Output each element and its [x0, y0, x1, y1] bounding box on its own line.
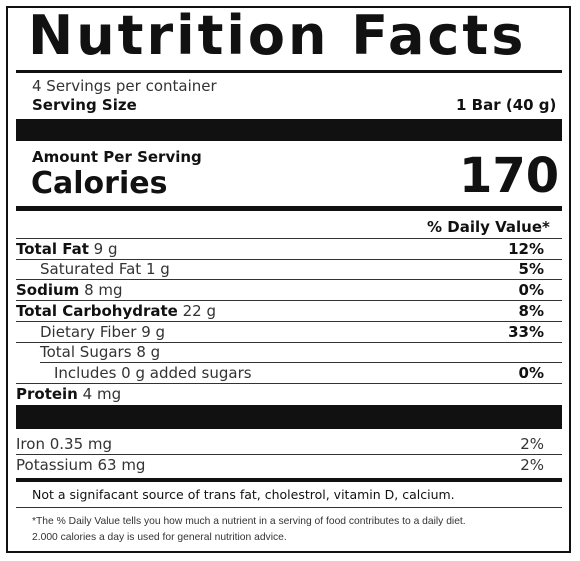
minerals-bottom-rule	[16, 478, 562, 482]
mineral-amount: 0.35 mg	[49, 435, 113, 453]
mineral-row-iron: Iron 0.35 mg 2%	[16, 435, 562, 455]
nutrient-row-saturated-fat: Saturated Fat 1 g 5%	[16, 260, 562, 280]
footnote-line-2: 2.000 calories a day is used for general…	[32, 532, 287, 543]
dv-header-rule	[16, 238, 562, 239]
mineral-amount: 63 mg	[97, 456, 146, 474]
nutrient-name: Sodium	[16, 281, 80, 299]
nutrient-row-protein: Protein 4 mg	[16, 385, 562, 405]
label-title: Nutrition Facts	[28, 4, 527, 67]
thick-bar-servings	[16, 119, 562, 141]
nutrition-label-border	[6, 6, 571, 553]
nutrient-name: Includes 0 g added sugars	[54, 364, 252, 382]
note-rule	[16, 507, 562, 508]
nutrient-amount: 9 g	[141, 323, 166, 341]
mineral-name: Iron	[16, 435, 45, 453]
mineral-dv: 2%	[520, 456, 544, 474]
nutrient-row-total-carbohydrate: Total Carbohydrate 22 g 8%	[16, 302, 562, 322]
nutrient-dv: 12%	[508, 240, 544, 258]
nutrient-amount: 8 mg	[84, 281, 123, 299]
nutrient-dv: 5%	[518, 260, 544, 278]
row-rule	[16, 300, 562, 301]
calories-rule	[16, 206, 562, 211]
calories-value: 170	[459, 148, 560, 204]
nutrient-name: Total Sugars	[40, 343, 132, 361]
nutrient-row-added-sugars: Includes 0 g added sugars 0%	[16, 364, 562, 384]
nutrient-name: Total Fat	[16, 240, 89, 258]
nutrient-row-total-sugars: Total Sugars 8 g	[16, 343, 562, 363]
row-rule	[16, 342, 562, 343]
nutrient-dv: 0%	[518, 281, 544, 299]
row-rule	[16, 321, 562, 322]
nutrient-row-dietary-fiber: Dietary Fiber 9 g 33%	[16, 323, 562, 343]
row-rule	[40, 362, 562, 363]
mineral-name: Potassium	[16, 456, 93, 474]
servings-per-container: 4 Servings per container	[32, 77, 217, 95]
row-rule	[16, 259, 562, 260]
serving-size-label: Serving Size	[32, 96, 137, 114]
nutrient-amount: 8 g	[136, 343, 161, 361]
nutrient-dv: 8%	[518, 302, 544, 320]
amount-per-serving: Amount Per Serving	[32, 148, 202, 166]
nutrient-row-total-fat: Total Fat 9 g 12%	[16, 240, 562, 260]
thick-bar-minerals	[16, 405, 562, 429]
daily-value-header: % Daily Value*	[427, 218, 550, 236]
not-significant-note: Not a signifacant source of trans fat, c…	[32, 487, 455, 502]
serving-size-value: 1 Bar (40 g)	[456, 96, 557, 114]
mineral-dv: 2%	[520, 435, 544, 453]
nutrient-name: Protein	[16, 385, 78, 403]
nutrient-name: Dietary Fiber	[40, 323, 137, 341]
nutrient-dv: 33%	[508, 323, 544, 341]
row-rule	[16, 383, 562, 384]
calories-label: Calories	[31, 166, 168, 201]
nutrient-row-sodium: Sodium 8 mg 0%	[16, 281, 562, 301]
nutrient-amount: 9 g	[93, 240, 118, 258]
nutrient-name: Total Carbohydrate	[16, 302, 178, 320]
nutrient-name: Saturated Fat	[40, 260, 142, 278]
nutrient-amount: 4 mg	[82, 385, 122, 403]
nutrient-amount: 22 g	[182, 302, 217, 320]
nutrient-dv: 0%	[518, 364, 544, 382]
row-rule	[16, 454, 562, 455]
title-rule	[16, 70, 562, 73]
footnote-line-1: *The % Daily Value tells you how much a …	[32, 516, 466, 527]
nutrient-amount: 1 g	[145, 260, 170, 278]
mineral-row-potassium: Potassium 63 mg 2%	[16, 456, 562, 476]
row-rule	[16, 279, 562, 280]
